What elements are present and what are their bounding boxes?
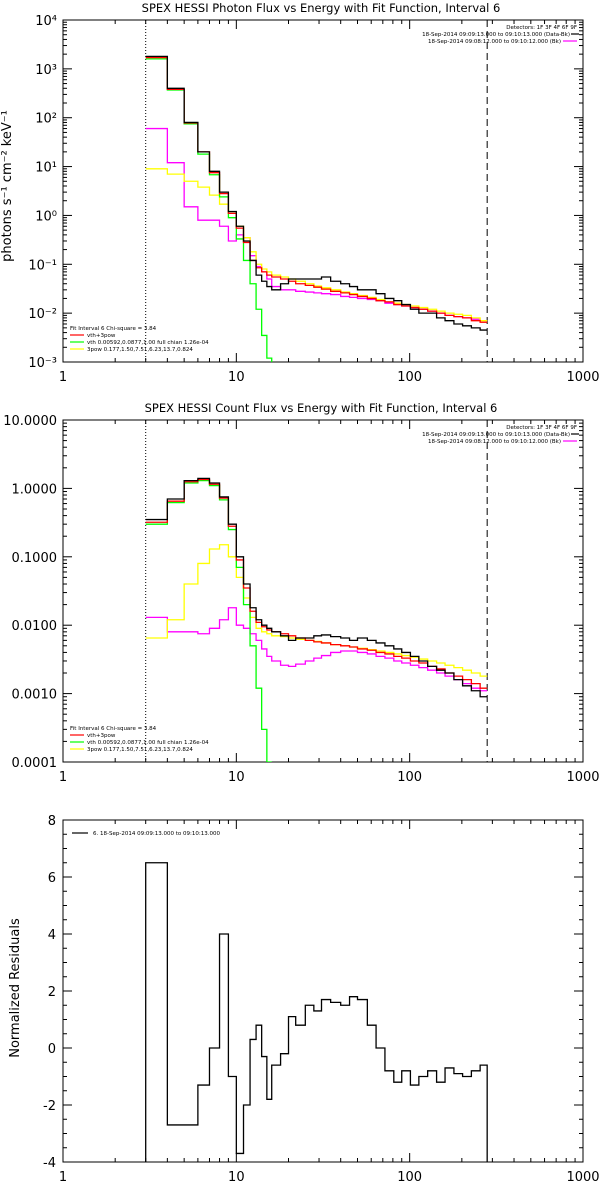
y-tick-label: 10⁰ [35,209,57,224]
y-tick-label: 0.1000 [12,551,58,566]
x-tick-label: 1000 [566,370,599,385]
y-tick-label: -2 [43,1099,56,1114]
header-bk-interval: 18-Sep-2014 09:08:12.000 to 09:10:12.000… [428,439,561,445]
photon-flux-plot: 1 10 100 1000 10⁻³ 10⁻² 10⁻¹ 10⁰ 10¹ 10² 10³ 10⁴ [28,14,599,385]
x-tick-label: 1000 [566,770,599,785]
legend-fit-interval: Fit Interval 6 Chi-square = 3.84 [70,726,157,732]
header-detectors: Detectors: 1F 3F 4F 6F 9F [506,425,577,431]
y-tick-label: 0.0010 [12,688,58,703]
y-tick-label: 10⁻¹ [28,258,57,273]
legend-3pow: 3pow 0.177,1.50,7.51,6.23,13.7,0.824 [87,347,193,353]
y-tick-label: 6 [48,871,56,886]
x-tick-label: 100 [397,1170,422,1185]
x-tick-label: 1 [59,770,67,785]
series-0-histogram [145,862,488,1162]
legend-vth-3pow: vth+3pow [87,733,116,739]
legend-residual-interval: 6. 18-Sep-2014 09:09:13.000 to 09:10:13.… [93,831,220,837]
residuals-plot: 1 10 100 1000 -4 -2 0 2 4 6 8 [43,814,600,1185]
plot-frame [62,819,584,1163]
x-tick-label: 1 [59,1170,67,1185]
data-layer [145,862,488,1162]
series-1-histogram [145,56,488,323]
y-tick-label: 1.0000 [12,482,58,497]
y-tick-label: 0.0100 [12,619,58,634]
y-tick-label: 10.0000 [3,414,57,429]
series-0-histogram [145,477,488,698]
y-tick-label: 10⁻³ [28,356,57,371]
data-layer [145,20,488,362]
y-tick-label: -4 [43,1156,56,1171]
legend-vth-3pow: vth+3pow [87,333,116,339]
count-flux-legend: Fit Interval 6 Chi-square = 3.84 vth+3po… [70,726,209,753]
count-flux-header: Detectors: 1F 3F 4F 6F 9F 18-Sep-2014 09… [422,425,579,445]
header-data-interval: 18-Sep-2014 09:09:13.000 to 09:10:13.000… [422,32,570,38]
y-tick-label: 0.0001 [12,756,58,771]
x-tick-label: 10 [228,1170,245,1185]
x-tick-label: 10 [228,770,245,785]
header-data-interval: 18-Sep-2014 09:09:13.000 to 09:10:13.000… [422,432,570,438]
residuals-panel: 1 10 100 1000 -4 -2 0 2 4 6 8 6. 18-Sep-2014 09:09… [8,814,600,1185]
legend-3pow: 3pow 0.177,1.50,7.51,6.23,13.7,0.824 [87,747,193,753]
residuals-legend: 6. 18-Sep-2014 09:09:13.000 to 09:10:13.… [72,831,220,837]
x-tick-label: 100 [397,770,422,785]
y-tick-label: 10⁴ [35,14,57,29]
y-tick-label: 10³ [35,63,57,78]
y-tick-label: 8 [48,814,56,829]
photon-flux-title: SPEX HESSI Photon Flux vs Energy with Fi… [142,1,501,15]
series-4-histogram [145,607,488,692]
legend-fit-interval: Fit Interval 6 Chi-square = 3.84 [70,326,157,332]
legend-vth: vth 0.00592,0.0877,1.00 full chian 1.26e… [87,340,209,346]
legend-vth: vth 0.00592,0.0877,1.00 full chian 1.26e… [87,740,209,746]
y-tick-label: 10² [35,112,57,127]
plot-frame [62,19,584,363]
series-4-histogram [145,127,488,322]
series-2-histogram [145,58,273,362]
plot-frame [62,419,584,763]
header-bk-interval: 18-Sep-2014 09:08:12.000 to 09:10:12.000… [428,39,561,45]
y-tick-label: 0 [48,1042,56,1057]
photon-flux-legend: Fit Interval 6 Chi-square = 3.84 vth+3po… [70,326,209,353]
series-3-histogram [145,544,488,677]
x-tick-label: 1 [59,370,67,385]
photon-flux-header: Detectors: 1F 3F 4F 6F 9F 18-Sep-2014 09… [422,25,579,45]
data-layer [145,420,488,762]
y-tick-label: 4 [48,928,56,943]
x-tick-label: 10 [228,370,245,385]
y-tick-label: 10⁻² [28,307,57,322]
residuals-ylabel: Normalized Residuals [8,918,23,1058]
count-flux-title: SPEX HESSI Count Flux vs Energy with Fit… [145,401,498,415]
photon-flux-panel: SPEX HESSI Photon Flux vs Energy with Fi… [0,1,600,385]
y-tick-label: 10¹ [35,161,57,176]
photon-flux-ylabel: photons s⁻¹ cm⁻² keV⁻¹ [0,110,15,262]
header-detectors: Detectors: 1F 3F 4F 6F 9F [506,25,577,31]
x-tick-label: 100 [397,370,422,385]
series-0-histogram [145,55,488,331]
y-tick-label: 2 [48,985,56,1000]
count-flux-plot: 1 10 100 1000 0.0001 0.0010 0.0100 0.1000 1.0000… [3,414,599,785]
x-tick-label: 1000 [566,1170,599,1185]
series-3-histogram [145,168,488,322]
count-flux-panel: SPEX HESSI Count Flux vs Energy with Fit… [3,401,599,785]
series-2-histogram [145,479,272,762]
